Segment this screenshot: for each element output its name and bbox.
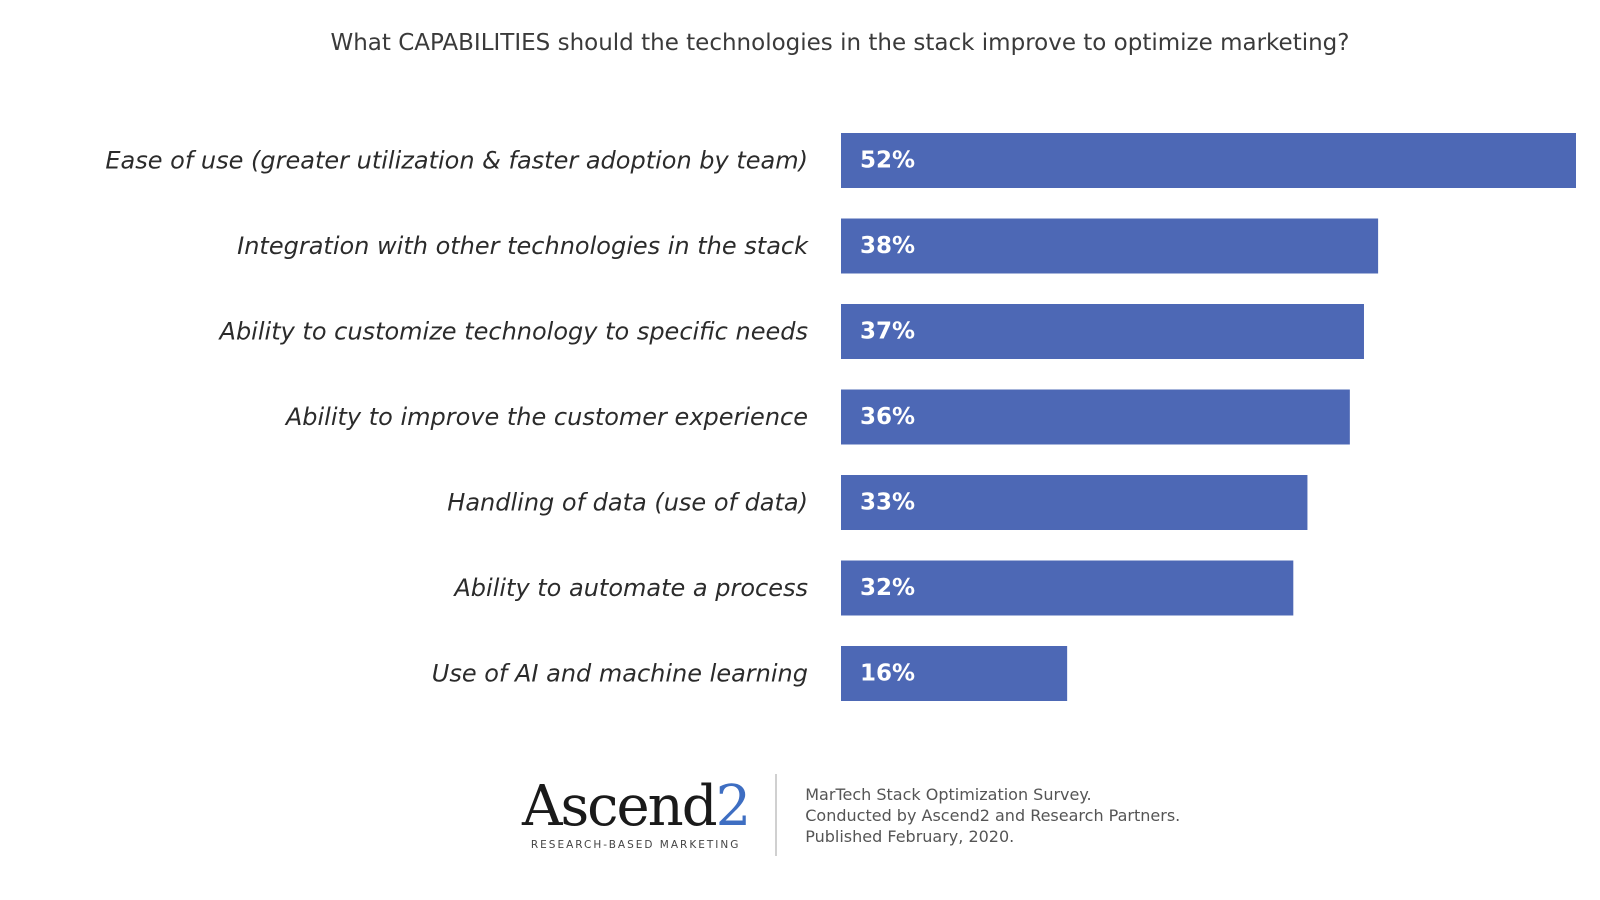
category-label-5: Handling of data (use of data) xyxy=(447,489,808,517)
value-label-6: 32% xyxy=(860,575,915,601)
bar-6 xyxy=(841,560,1294,616)
bar-3 xyxy=(841,304,1364,359)
bar-2 xyxy=(841,218,1379,274)
category-label-4: Ability to improve the customer experien… xyxy=(284,403,808,431)
category-label-2: Integration with other technologies in t… xyxy=(237,232,809,260)
value-label-4: 36% xyxy=(860,404,915,430)
value-label-3: 37% xyxy=(860,319,915,345)
category-label-7: Use of AI and machine learning xyxy=(432,660,808,688)
value-label-1: 52% xyxy=(860,148,915,174)
survey-published-date: Published February, 2020. xyxy=(805,826,1015,846)
chart-title: What CAPABILITIES should the technologie… xyxy=(330,30,1350,56)
logo-number: 2 xyxy=(715,774,752,839)
bar-4 xyxy=(841,389,1350,445)
value-label-7: 16% xyxy=(860,661,915,687)
logo-word: Ascend xyxy=(522,774,718,839)
value-label-2: 38% xyxy=(860,233,915,259)
bar-chart: Ease of use (greater utilization & faste… xyxy=(105,133,1576,701)
logo-tagline: RESEARCH-BASED MARKETING xyxy=(530,839,741,851)
bar-7 xyxy=(841,646,1068,701)
bar-1 xyxy=(841,133,1576,188)
survey-name: MarTech Stack Optimization Survey. xyxy=(805,784,1092,804)
logo-wordmark: Ascend2 xyxy=(522,779,751,835)
footer-notes: MarTech Stack Optimization Survey. Condu… xyxy=(777,784,1180,847)
category-label-1: Ease of use (greater utilization & faste… xyxy=(105,147,808,175)
category-label-3: Ability to customize technology to speci… xyxy=(218,318,808,346)
value-label-5: 33% xyxy=(860,490,915,516)
footer-divider xyxy=(775,774,778,856)
category-label-6: Ability to automate a process xyxy=(452,574,808,602)
survey-conducted-by: Conducted by Ascend2 and Research Partne… xyxy=(805,805,1181,825)
footer: Ascend2 RESEARCH-BASED MARKETING MarTech… xyxy=(522,770,1180,860)
bar-5 xyxy=(841,475,1308,530)
ascend2-logo: Ascend2 RESEARCH-BASED MARKETING xyxy=(522,779,775,852)
